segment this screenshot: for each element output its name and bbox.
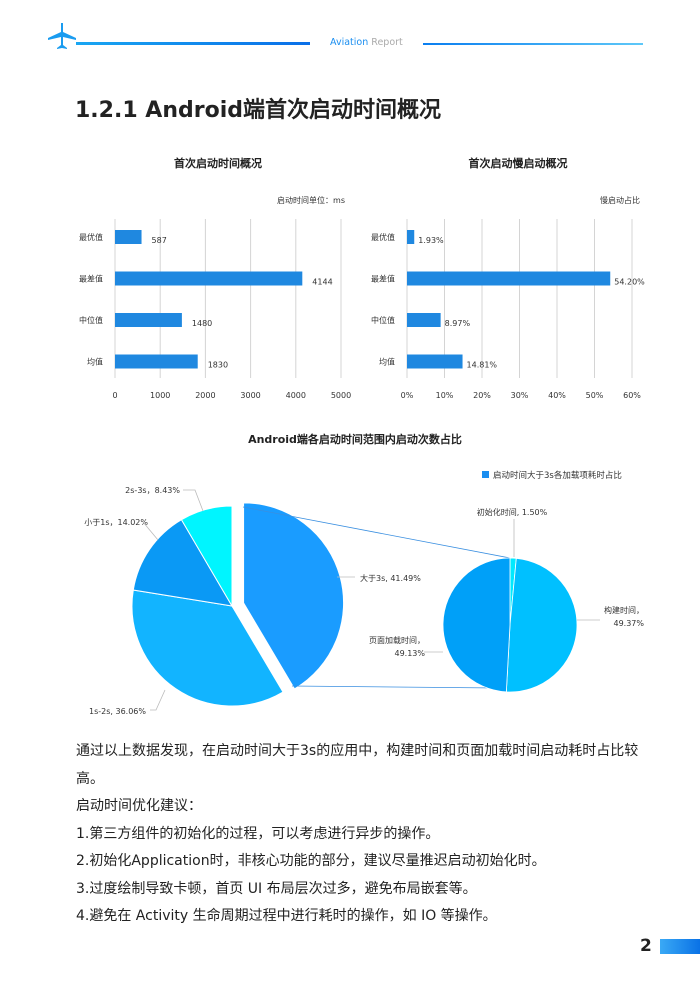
slice-label: 2s-3s，8.43% <box>125 486 180 495</box>
brand-report: Report <box>371 37 403 48</box>
x-tick-label: 60% <box>623 391 641 400</box>
x-tick-label: 20% <box>473 391 491 400</box>
pie-slice <box>131 589 284 707</box>
chart-title: 首次启动时间概况 <box>174 156 262 170</box>
page-number-bar <box>660 939 700 954</box>
category-label: 最优值 <box>371 232 395 242</box>
chart-title: 首次启动慢启动概况 <box>469 156 568 170</box>
paragraph-heading: 启动时间优化建议： <box>76 798 202 814</box>
x-tick-label: 40% <box>548 391 566 400</box>
x-tick-label: 5000 <box>331 391 351 400</box>
slice-label-page-load-time: 页面加载时间，49.13% <box>369 636 425 658</box>
unit-note: 慢启动占比 <box>600 195 640 205</box>
leader-line <box>142 521 159 541</box>
slice-label: 初始化时间, 1.50% <box>477 507 548 517</box>
x-tick-label: 10% <box>436 391 454 400</box>
pie-chart: Android端各启动时间范围内启动次数占比启动时间大于3s各加载项耗时占比大于… <box>84 432 622 716</box>
bar <box>115 271 303 286</box>
bar <box>407 271 611 286</box>
data-label: 14.81% <box>467 361 498 370</box>
header-line-left <box>76 42 310 45</box>
suggestion-1: 1.第三方组件的初始化的过程，可以考虑进行异步的操作。 <box>76 825 440 842</box>
suggestion-3: 3.过度绘制导致卡顿，首页 UI 布局层次过多，避免布局嵌套等。 <box>76 880 477 897</box>
x-tick-label: 1000 <box>150 391 170 400</box>
brand-aviation: Aviation <box>330 37 369 48</box>
data-label: 587 <box>152 236 167 245</box>
pie-slice <box>180 505 233 608</box>
data-label: 1.93% <box>418 236 444 245</box>
leader-line <box>183 489 204 512</box>
data-label: 8.97% <box>445 319 471 328</box>
x-tick-label: 2000 <box>195 391 215 400</box>
data-label: 54.20% <box>614 278 645 287</box>
pie-slice-secondary <box>505 557 578 693</box>
bar <box>115 230 142 244</box>
connector-line <box>242 506 511 559</box>
category-label: 均值 <box>379 357 395 367</box>
bar <box>407 313 441 327</box>
data-label: 1830 <box>208 361 228 370</box>
data-label: 4144 <box>312 278 332 287</box>
pie-slice <box>132 519 233 607</box>
leader-line <box>150 689 166 711</box>
slice-label-build-time: 构建时间，49.37% <box>604 606 644 628</box>
category-label: 均值 <box>87 357 103 367</box>
x-tick-label: 50% <box>586 391 604 400</box>
category-label: 最差值 <box>371 274 395 284</box>
category-label: 中位值 <box>371 315 395 325</box>
connector-line <box>291 685 499 689</box>
paragraph-finding: 通过以上数据发现，在启动时间大于3s的应用中，构建时间和页面加载时间启动耗时占比… <box>76 743 639 787</box>
header-brand: Aviation Report <box>330 37 403 48</box>
unit-note: 启动时间单位：ms <box>277 195 345 205</box>
bar <box>115 354 198 369</box>
x-tick-label: 30% <box>511 391 529 400</box>
data-label: 1480 <box>192 319 212 328</box>
body-text: 通过以上数据发现，在启动时间大于3s的应用中，构建时间和页面加载时间启动耗时占比… <box>76 738 656 931</box>
x-tick-label: 0 <box>112 391 117 400</box>
bar <box>115 313 182 327</box>
suggestion-4: 4.避免在 Activity 生命周期过程中进行耗时的操作，如 IO 等操作。 <box>76 908 497 924</box>
page-title: 1.2.1 Android端首次启动时间概况 <box>75 98 441 123</box>
slice-label: 1s-2s, 36.06% <box>89 707 146 716</box>
x-tick-label: 0% <box>401 391 414 400</box>
slice-label: 大于3s, 41.49% <box>360 573 421 583</box>
legend-swatch <box>482 471 489 478</box>
category-label: 最差值 <box>79 274 103 284</box>
bar <box>407 354 463 369</box>
x-tick-label: 4000 <box>286 391 306 400</box>
category-label: 最优值 <box>79 232 103 242</box>
header-line-right <box>423 43 643 45</box>
slice-label: 小于1s，14.02% <box>84 518 148 527</box>
chart-title: Android端各启动时间范围内启动次数占比 <box>248 432 462 446</box>
x-tick-label: 3000 <box>240 391 260 400</box>
pie-slice <box>243 502 345 690</box>
airplane-icon <box>48 23 76 49</box>
pie-slice-secondary <box>442 557 511 693</box>
bar <box>407 230 415 244</box>
legend-label: 启动时间大于3s各加载项耗时占比 <box>493 470 622 481</box>
suggestion-2: 2.初始化Application时，非核心功能的部分，建议尽量推迟启动初始化时。 <box>76 853 546 869</box>
page-number: 2 <box>640 936 652 956</box>
category-label: 中位值 <box>79 315 103 325</box>
